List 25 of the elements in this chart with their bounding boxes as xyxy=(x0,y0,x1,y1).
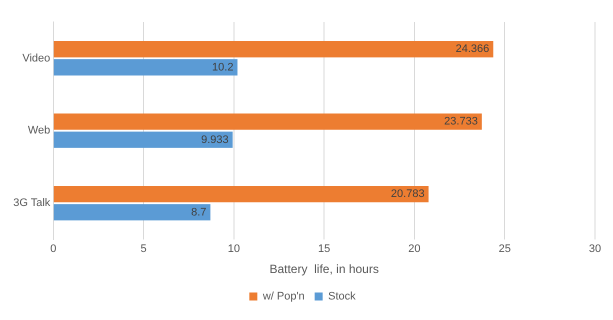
legend-label: w/ Pop'n xyxy=(262,290,305,303)
data-label: 9.933 xyxy=(201,134,229,146)
y-tick-label: 3G Talk xyxy=(13,197,51,210)
x-tick-label: 0 xyxy=(50,243,56,256)
bar xyxy=(54,113,482,130)
x-tick-label: 5 xyxy=(140,243,147,256)
bar xyxy=(54,186,429,202)
y-tick-label: Web xyxy=(28,124,50,137)
x-axis-title: Battery life, in hours xyxy=(269,262,379,276)
x-tick-label: 20 xyxy=(408,243,421,256)
y-tick-label: Video xyxy=(22,52,50,64)
data-label: 10.2 xyxy=(212,61,234,74)
data-label: 8.7 xyxy=(191,206,206,218)
x-tick-label: 25 xyxy=(498,243,511,256)
x-tick-label: 10 xyxy=(228,243,240,256)
bar xyxy=(54,41,494,58)
bar xyxy=(54,132,233,148)
bar xyxy=(54,59,238,76)
data-label: 23.733 xyxy=(444,116,478,128)
data-label: 24.366 xyxy=(456,43,490,56)
legend-label: Stock xyxy=(328,290,356,303)
x-tick-label: 15 xyxy=(318,243,330,256)
data-label: 20.783 xyxy=(390,188,425,200)
bar xyxy=(54,204,210,220)
x-tick-label: 30 xyxy=(588,243,602,256)
